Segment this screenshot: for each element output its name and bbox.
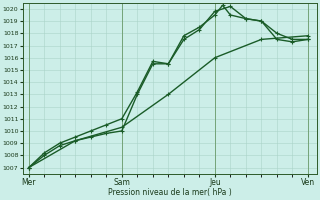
X-axis label: Pression niveau de la mer( hPa ): Pression niveau de la mer( hPa ) [108, 188, 232, 197]
